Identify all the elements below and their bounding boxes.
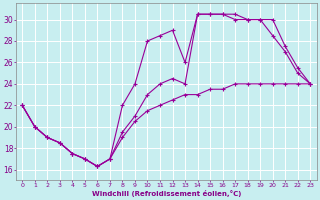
X-axis label: Windchill (Refroidissement éolien,°C): Windchill (Refroidissement éolien,°C)	[92, 190, 241, 197]
